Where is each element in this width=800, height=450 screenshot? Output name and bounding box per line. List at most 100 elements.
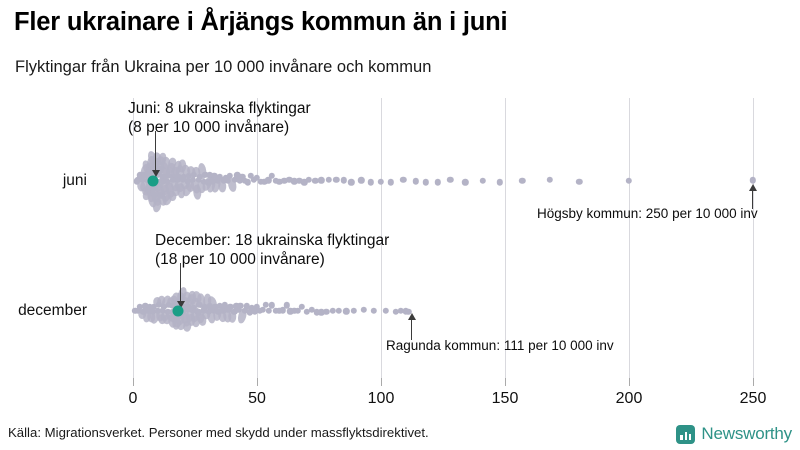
x-tick-label-100: 100	[367, 390, 395, 407]
annotation-juni-line2: (8 per 10 000 invånare)	[128, 118, 290, 136]
data-point	[253, 174, 261, 181]
data-point	[312, 177, 319, 185]
data-point	[251, 308, 258, 315]
data-point	[462, 179, 469, 186]
data-point	[377, 178, 385, 185]
x-tick-label-0: 0	[128, 390, 138, 407]
annotation-december-line2: (18 per 10 000 invånare)	[155, 250, 325, 268]
x-tick-label-150: 150	[491, 390, 519, 407]
data-point	[298, 303, 305, 311]
data-point	[300, 179, 308, 186]
x-tick-mark-100	[381, 378, 382, 386]
data-point	[325, 176, 333, 183]
data-point	[318, 177, 325, 184]
data-point	[323, 308, 330, 315]
data-point	[329, 307, 336, 315]
data-point	[268, 302, 276, 309]
data-point	[290, 177, 298, 185]
data-point	[333, 176, 340, 184]
x-tick-label-50: 50	[248, 390, 266, 407]
category-label-juni: juni	[62, 172, 87, 189]
data-point	[259, 306, 267, 313]
arrow-juni-head	[151, 170, 160, 177]
data-point	[281, 177, 288, 185]
page-title: Fler ukrainare i Årjängs kommun än i jun…	[14, 8, 508, 36]
data-point	[279, 307, 287, 314]
data-point	[367, 179, 375, 186]
data-point	[150, 303, 158, 311]
data-point	[225, 306, 232, 314]
data-point	[348, 179, 355, 186]
data-point	[195, 176, 202, 183]
arrow-ragunda-head	[407, 313, 416, 320]
data-point	[308, 306, 315, 314]
chart-subtitle: Flyktingar från Ukraina per 10 000 invån…	[15, 58, 432, 76]
data-point	[392, 308, 400, 315]
gridline-200	[629, 98, 630, 382]
highlighted-data-point	[172, 305, 184, 317]
data-point	[262, 301, 270, 309]
data-point	[290, 307, 298, 314]
data-point	[412, 178, 419, 185]
gridline-50	[257, 98, 258, 382]
data-point	[264, 176, 272, 184]
data-point	[232, 303, 240, 310]
data-point	[397, 307, 405, 315]
data-point	[226, 172, 233, 180]
gridline-0	[133, 98, 134, 382]
logo-text: Newsworthy	[701, 424, 792, 443]
data-point	[318, 309, 325, 316]
x-tick-mark-0	[133, 378, 134, 386]
data-point	[387, 179, 395, 186]
data-point	[546, 176, 553, 183]
data-point	[313, 309, 320, 316]
data-point	[231, 176, 238, 183]
data-point	[216, 173, 223, 181]
x-tick-label-200: 200	[615, 390, 643, 407]
x-tick-mark-200	[629, 378, 630, 386]
data-point	[272, 307, 279, 315]
data-point	[238, 173, 246, 180]
annotation-ragunda: Ragunda kommun: 111 per 10 000 inv	[386, 338, 614, 353]
data-point	[576, 178, 583, 185]
data-point	[185, 172, 193, 180]
newsworthy-logo: Newsworthy	[676, 424, 792, 444]
data-point	[405, 308, 412, 315]
data-point	[248, 304, 256, 311]
data-point	[265, 307, 273, 315]
data-point	[749, 177, 757, 184]
data-point	[241, 307, 248, 315]
arrow-hogsby-line	[752, 189, 754, 209]
data-point	[400, 176, 407, 184]
data-point	[236, 176, 243, 184]
data-point	[257, 178, 264, 185]
data-point	[206, 172, 214, 179]
annotation-december-line1: December: 18 ukrainska flyktingar	[155, 232, 390, 249]
data-point	[286, 176, 293, 183]
data-point	[305, 176, 313, 183]
data-point	[244, 179, 251, 186]
data-point	[625, 177, 633, 185]
data-point	[340, 177, 347, 184]
gridline-100	[381, 98, 382, 382]
data-point	[247, 172, 254, 179]
data-point	[136, 303, 144, 311]
data-point	[202, 171, 209, 179]
data-point	[180, 173, 188, 181]
x-tick-label-250: 250	[739, 390, 767, 407]
arrow-december-line	[180, 263, 182, 305]
data-point	[357, 177, 365, 184]
data-point	[139, 176, 146, 184]
data-point	[253, 303, 261, 311]
data-point	[214, 177, 222, 184]
highlighted-data-point	[147, 175, 159, 187]
arrow-december-head	[176, 301, 185, 308]
data-point	[227, 303, 234, 311]
data-point	[283, 302, 290, 309]
data-point	[233, 172, 241, 179]
data-point	[236, 302, 244, 309]
x-tick-mark-50	[257, 378, 258, 386]
data-point	[145, 306, 152, 314]
